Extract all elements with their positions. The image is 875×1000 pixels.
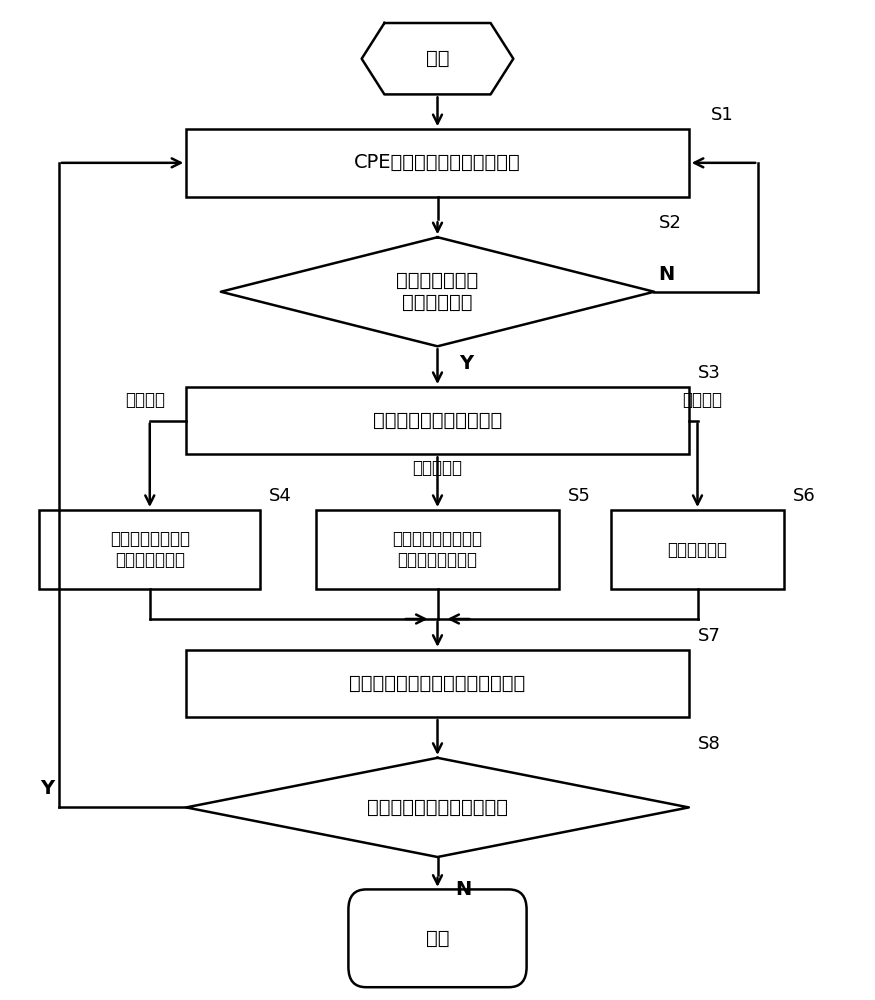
Bar xyxy=(316,510,559,589)
Text: 流量测试: 流量测试 xyxy=(125,391,165,409)
Text: 完成上行流量测试
、下行流量测试: 完成上行流量测试 、下行流量测试 xyxy=(109,530,190,569)
Text: Y: Y xyxy=(40,778,54,798)
Text: 开始: 开始 xyxy=(426,49,449,68)
Text: S2: S2 xyxy=(659,214,682,232)
Text: S8: S8 xyxy=(697,735,720,753)
Text: 结束: 结束 xyxy=(426,929,449,948)
Bar xyxy=(186,650,689,717)
Bar xyxy=(186,129,689,197)
Bar xyxy=(186,387,689,454)
Text: 完成上行丢包率测试
、下行丢包率测试: 完成上行丢包率测试 、下行丢包率测试 xyxy=(393,530,482,569)
Text: N: N xyxy=(659,265,675,284)
Text: S4: S4 xyxy=(269,487,291,505)
Text: S6: S6 xyxy=(793,487,816,505)
Text: 完成时延测试: 完成时延测试 xyxy=(668,541,727,559)
Text: Y: Y xyxy=(459,354,473,373)
Text: 时延测试: 时延测试 xyxy=(682,391,722,409)
Text: 服务端记录、分析并显示测试结果: 服务端记录、分析并显示测试结果 xyxy=(349,674,526,693)
Text: CPE定期向服务端发送心跳包: CPE定期向服务端发送心跳包 xyxy=(354,153,521,172)
Text: 服务端判断是否
有收到心跳包: 服务端判断是否 有收到心跳包 xyxy=(396,271,479,312)
Text: S3: S3 xyxy=(697,364,720,382)
Text: 判断是否需要继续进行测试: 判断是否需要继续进行测试 xyxy=(367,798,508,817)
Text: S5: S5 xyxy=(568,487,591,505)
Bar xyxy=(39,510,260,589)
Text: S7: S7 xyxy=(697,627,720,645)
Text: 服务端确定本次测试类型: 服务端确定本次测试类型 xyxy=(373,411,502,430)
Text: 丢包率测试: 丢包率测试 xyxy=(412,459,463,477)
Bar xyxy=(611,510,784,589)
Text: S1: S1 xyxy=(710,106,733,124)
Text: N: N xyxy=(455,880,471,899)
FancyBboxPatch shape xyxy=(348,889,527,987)
